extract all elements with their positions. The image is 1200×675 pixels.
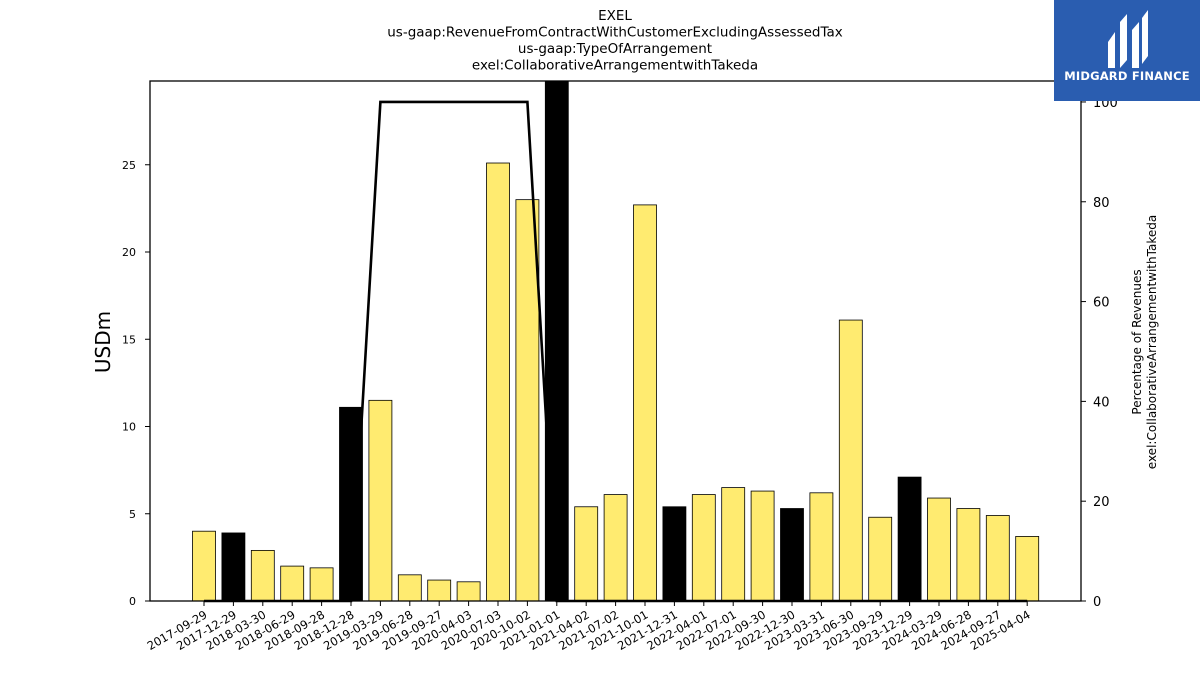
- bar: [868, 516, 893, 602]
- bar: [927, 497, 951, 602]
- brand-logo: MIDGARD FINANCE: [1054, 0, 1200, 101]
- bar: [339, 406, 363, 602]
- y-tick-label: 10: [122, 421, 136, 434]
- y-right-tick-label: 60: [1093, 296, 1110, 311]
- bar: [544, 80, 569, 602]
- bar: [956, 508, 981, 602]
- chart-title: EXELus-gaap:RevenueFromContractWithCusto…: [387, 8, 843, 74]
- title-line: us-gaap:RevenueFromContractWithCustomerE…: [387, 25, 843, 41]
- y-axis-right-label: Percentage of Revenues exel:Collaborative…: [1130, 215, 1159, 469]
- bar: [250, 549, 275, 602]
- bar: [750, 490, 775, 602]
- bar: [280, 565, 305, 602]
- bar: [427, 579, 452, 602]
- title-line: exel:CollaborativeArrangementwithTakeda: [472, 58, 758, 74]
- bar: [780, 508, 804, 602]
- y-right-tick-label: 0: [1093, 595, 1101, 610]
- y-right-tick-label: 40: [1093, 395, 1110, 410]
- y-right-tick-label: 20: [1093, 495, 1110, 510]
- bar: [397, 574, 422, 602]
- logo-text: MIDGARD FINANCE: [1064, 69, 1190, 83]
- y-axis-label: USDm: [91, 311, 115, 373]
- y-tick-label: 15: [122, 333, 136, 346]
- bar: [221, 532, 246, 602]
- y-tick-label: 0: [129, 595, 136, 608]
- y-axis-right-label-text: exel:CollaborativeArrangementwithTakeda: [1145, 215, 1159, 469]
- bar: [192, 530, 216, 602]
- logo-mark-icon: [1108, 10, 1148, 68]
- bar: [809, 492, 834, 602]
- bar: [985, 515, 1010, 602]
- y-tick-label: 5: [129, 508, 136, 521]
- bar: [574, 506, 599, 602]
- bar: [897, 476, 922, 602]
- bar: [721, 487, 746, 602]
- bar: [838, 319, 863, 602]
- bar: [1015, 536, 1040, 602]
- y-right-tick-label: 80: [1093, 196, 1110, 211]
- title-line: us-gaap:TypeOfArrangement: [518, 41, 712, 57]
- y-axis-label-text: USDm: [91, 311, 115, 373]
- bar: [691, 494, 716, 602]
- bar: [309, 567, 334, 602]
- y-tick-label: 25: [122, 159, 136, 172]
- y-axis-right-label-text: Percentage of Revenues: [1130, 269, 1144, 414]
- y-tick-label: 20: [122, 246, 136, 259]
- title-line: EXEL: [598, 8, 632, 24]
- bar: [368, 399, 393, 602]
- bar: [662, 506, 687, 602]
- bar: [633, 204, 657, 602]
- bar-series: [192, 80, 1040, 602]
- bar: [603, 494, 628, 602]
- bar: [486, 162, 510, 602]
- bar: [456, 581, 481, 602]
